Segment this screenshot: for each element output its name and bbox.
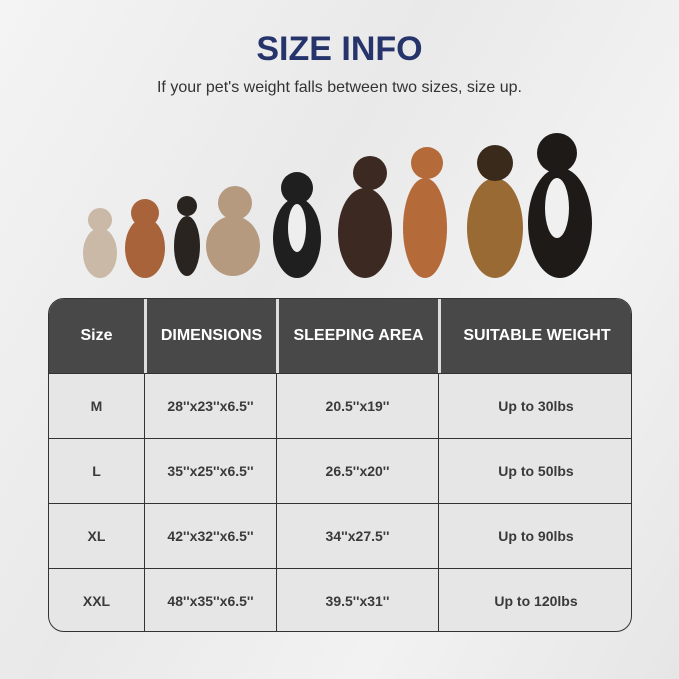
dogs-lineup-image [83,133,592,278]
page-title: SIZE INFO [256,30,423,68]
subtitle: If your pet's weight falls between two s… [156,79,522,96]
cell-size: L [92,463,101,479]
dog-german-shepherd [467,145,523,278]
cell-sleeping-area: 34''x27.5'' [276,504,438,568]
header-size: Size [80,327,113,344]
cell-size: XL [87,528,106,544]
table-header-row: Size DIMENSIONS SLEEPING AREA SUITABLE W… [49,299,631,373]
cell-sleeping-area: 20.5''x19'' [276,374,438,438]
table-row: L 35''x25''x6.5'' 26.5''x20'' Up to 50lb… [49,438,631,503]
cell-weight: Up to 120lbs [438,569,631,631]
dog-french-bulldog [83,208,117,278]
cell-dimensions: 28''x23''x6.5'' [144,374,276,438]
dog-border-collie [273,172,321,278]
header-sleeping-area: SLEEPING AREA [276,299,438,373]
cell-weight: Up to 50lbs [438,439,631,503]
dog-vizsla [403,147,447,278]
table-row: XXL 48''x35''x6.5'' 39.5''x31'' Up to 12… [49,568,631,631]
dog-bernese [528,133,592,278]
dog-bulldog [206,186,260,276]
dog-pinscher [174,196,200,276]
dog-cavalier [125,199,165,278]
cell-size: XXL [82,593,111,609]
cell-sleeping-area: 39.5''x31'' [276,569,438,631]
cell-dimensions: 48''x35''x6.5'' [144,569,276,631]
cell-dimensions: 42''x32''x6.5'' [144,504,276,568]
cell-weight: Up to 90lbs [438,504,631,568]
cell-weight: Up to 30lbs [438,374,631,438]
cell-size: M [90,398,103,414]
dog-labrador [338,156,392,278]
cell-sleeping-area: 26.5''x20'' [276,439,438,503]
table-row: XL 42''x32''x6.5'' 34''x27.5'' Up to 90l… [49,503,631,568]
table-row: M 28''x23''x6.5'' 20.5''x19'' Up to 30lb… [49,373,631,438]
header-suitable-weight: SUITABLE WEIGHT [438,299,631,373]
size-table: Size DIMENSIONS SLEEPING AREA SUITABLE W… [48,298,632,632]
header-dimensions: DIMENSIONS [144,299,276,373]
cell-dimensions: 35''x25''x6.5'' [144,439,276,503]
